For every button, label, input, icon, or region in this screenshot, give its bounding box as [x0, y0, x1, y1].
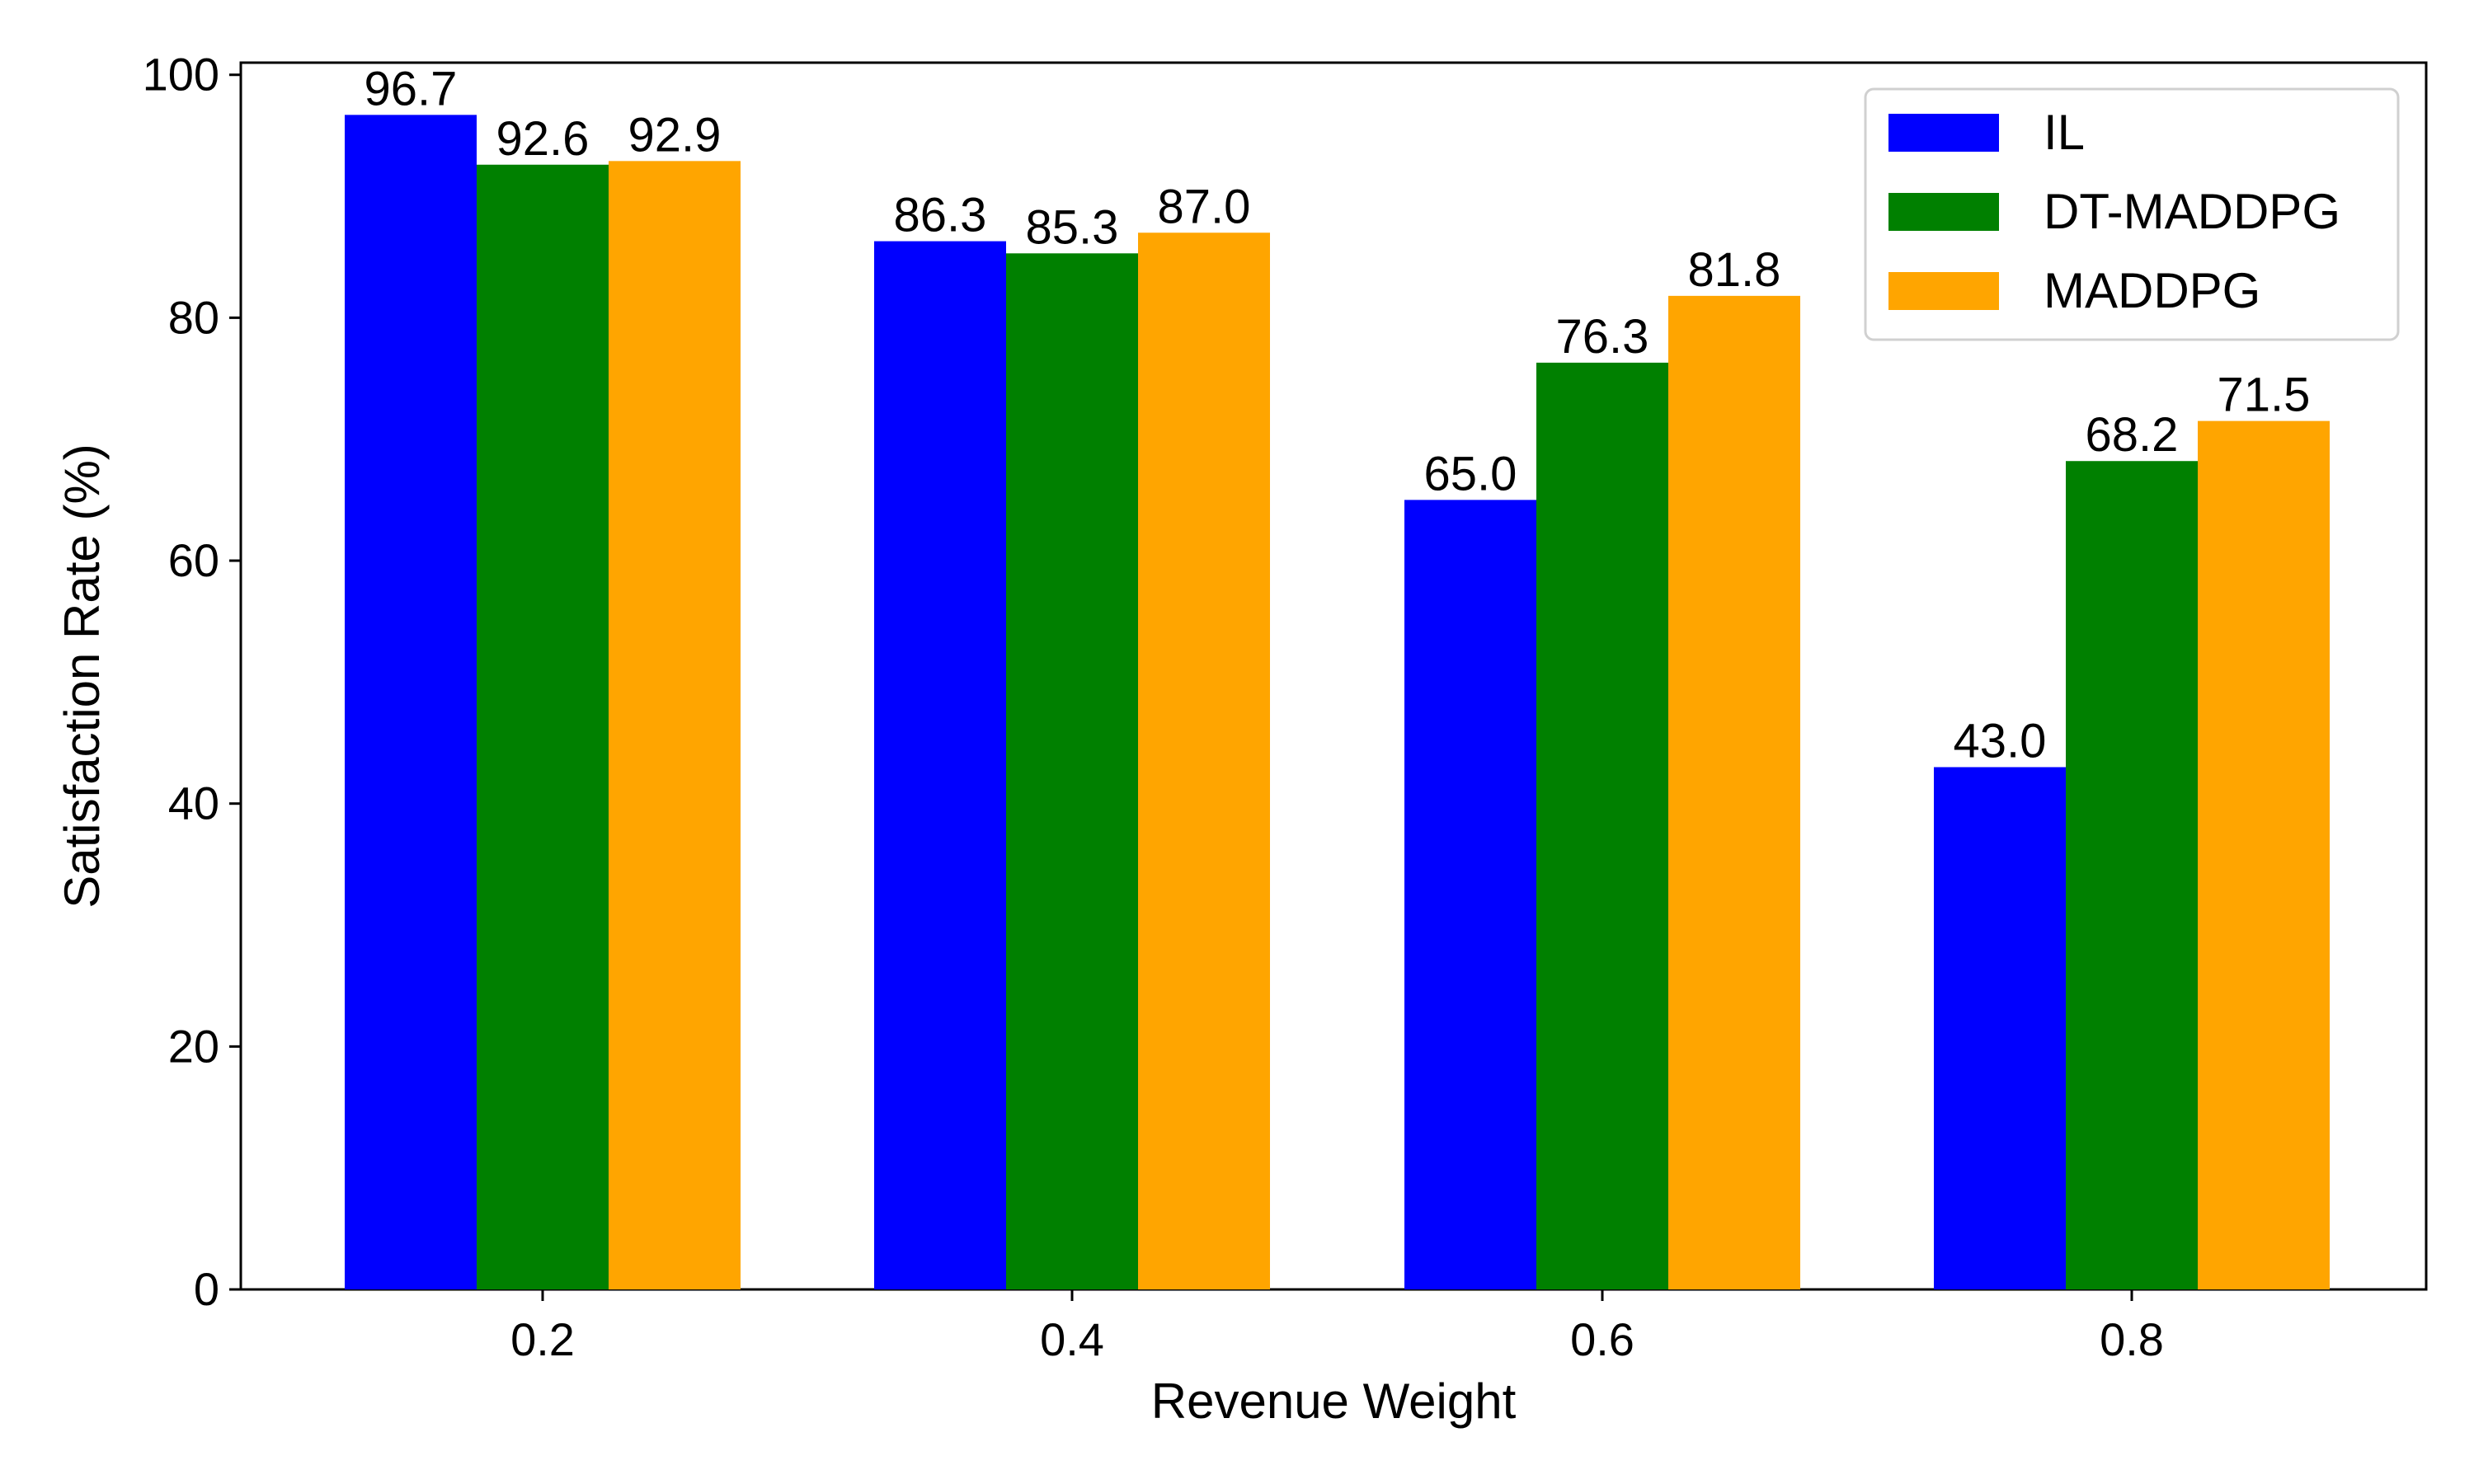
bar-il-0.6 [1404, 500, 1536, 1289]
data-label-maddpg-0.8: 71.5 [2218, 369, 2311, 422]
legend-swatch-dt-maddpg [1888, 193, 1999, 231]
data-label-maddpg-0.4: 87.0 [1158, 180, 1251, 233]
y-tick-label-80: 80 [168, 291, 219, 343]
data-label-dt-maddpg-0.8: 68.2 [2086, 408, 2179, 462]
data-label-maddpg-0.6: 81.8 [1688, 243, 1781, 297]
data-label-dt-maddpg-0.2: 92.6 [496, 112, 590, 166]
y-tick-label-100: 100 [143, 49, 219, 101]
bar-dt-maddpg-0.2 [477, 164, 609, 1290]
x-tick-label-0.6: 0.6 [1570, 1313, 1634, 1365]
legend-swatch-il [1888, 114, 1999, 152]
legend-label-maddpg: MADDPG [2044, 263, 2260, 318]
y-tick-label-60: 60 [168, 534, 219, 586]
data-label-il-0.2: 96.7 [365, 62, 458, 115]
x-tick-label-0.8: 0.8 [2100, 1313, 2164, 1365]
legend-label-il: IL [2044, 105, 2085, 160]
legend-swatch-maddpg [1888, 272, 1999, 310]
data-label-il-0.6: 65.0 [1424, 447, 1517, 500]
bar-maddpg-0.6 [1668, 295, 1800, 1290]
y-axis-label: Satisfaction Rate (%) [54, 444, 110, 909]
bar-il-0.4 [874, 241, 1006, 1289]
bar-il-0.2 [345, 115, 477, 1290]
data-labels-layer: 96.7 86.3 65.0 43.0 92.6 85.3 76.3 68.2 92.9 87.0… [365, 62, 2311, 768]
x-axis: 0.2 0.4 0.6 0.8 [510, 1289, 2164, 1365]
data-label-il-0.4: 86.3 [894, 189, 987, 242]
y-axis: 0 20 40 60 80 100 [143, 49, 241, 1315]
bar-maddpg-0.8 [2198, 420, 2330, 1289]
legend-label-dt-maddpg: DT-MADDPG [2044, 184, 2340, 239]
bar-dt-maddpg-0.4 [1006, 253, 1138, 1289]
data-label-il-0.8: 43.0 [1954, 714, 2047, 768]
bar-dt-maddpg-0.6 [1536, 362, 1668, 1290]
x-axis-label: Revenue Weight [1151, 1374, 1517, 1429]
data-label-maddpg-0.2: 92.9 [628, 108, 722, 162]
plot-area-frame [239, 61, 2428, 1291]
x-tick-label-0.2: 0.2 [510, 1313, 575, 1365]
bars-layer [345, 115, 2330, 1290]
bar-il-0.8 [1934, 767, 2066, 1289]
x-tick-label-0.4: 0.4 [1040, 1313, 1104, 1365]
legend: IL DT-MADDPG MADDPG [1864, 87, 2400, 341]
bar-dt-maddpg-0.8 [2066, 461, 2198, 1289]
data-label-dt-maddpg-0.6: 76.3 [1556, 310, 1649, 364]
bar-maddpg-0.4 [1138, 232, 1270, 1289]
data-label-dt-maddpg-0.4: 85.3 [1026, 200, 1119, 254]
y-tick-label-0: 0 [194, 1263, 219, 1315]
y-tick-label-20: 20 [168, 1020, 219, 1072]
bar-maddpg-0.2 [609, 161, 741, 1289]
y-tick-label-40: 40 [168, 777, 219, 829]
